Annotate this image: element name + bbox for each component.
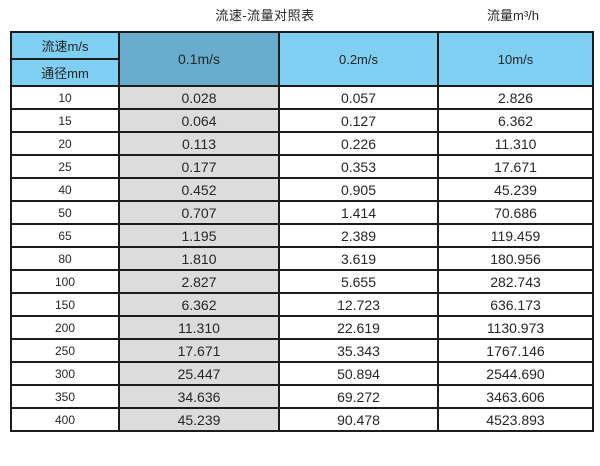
diameter-cell: 300: [10, 361, 120, 386]
column-header-0-2ms: 0.2m/s: [278, 31, 439, 87]
value-cell-0-1ms: 0.452: [118, 177, 280, 202]
table-row: 40 0.452 0.905 45.239: [10, 177, 594, 202]
value-cell-0-1ms: 6.362: [118, 292, 280, 317]
diameter-cell: 100: [10, 269, 120, 294]
column-header-0-1ms: 0.1m/s: [118, 31, 280, 87]
diameter-cell: 40: [10, 177, 120, 202]
diameter-cell: 20: [10, 131, 120, 156]
diameter-cell: 65: [10, 223, 120, 248]
value-cell-0-2ms: 1.414: [278, 200, 439, 225]
value-cell-0-2ms: 3.619: [278, 246, 439, 271]
value-cell-0-1ms: 45.239: [118, 407, 280, 432]
value-cell-0-2ms: 0.905: [278, 177, 439, 202]
value-cell-0-1ms: 0.177: [118, 154, 280, 179]
diameter-cell: 200: [10, 315, 120, 340]
table-row: 15 0.064 0.127 6.362: [10, 108, 594, 133]
table-row: 25 0.177 0.353 17.671: [10, 154, 594, 179]
value-cell-10ms: 17.671: [437, 154, 594, 179]
value-cell-0-2ms: 5.655: [278, 269, 439, 294]
value-cell-10ms: 2.826: [437, 85, 594, 110]
corner-velocity-label: 流速m/s: [10, 31, 120, 60]
diameter-cell: 400: [10, 407, 120, 432]
value-cell-0-1ms: 1.195: [118, 223, 280, 248]
value-cell-10ms: 636.173: [437, 292, 594, 317]
title-bar: 流速-流量对照表 流量m³/h: [0, 0, 600, 30]
table-row: 400 45.239 90.478 4523.893: [10, 407, 594, 432]
value-cell-0-1ms: 0.064: [118, 108, 280, 133]
diameter-cell: 350: [10, 384, 120, 409]
diameter-cell: 250: [10, 338, 120, 363]
value-cell-0-1ms: 0.113: [118, 131, 280, 156]
value-cell-10ms: 70.686: [437, 200, 594, 225]
value-cell-0-2ms: 12.723: [278, 292, 439, 317]
value-cell-0-1ms: 34.636: [118, 384, 280, 409]
value-cell-0-1ms: 17.671: [118, 338, 280, 363]
table-row: 350 34.636 69.272 3463.606: [10, 384, 594, 409]
diameter-cell: 15: [10, 108, 120, 133]
diameter-cell: 25: [10, 154, 120, 179]
value-cell-10ms: 4523.893: [437, 407, 594, 432]
value-cell-10ms: 119.459: [437, 223, 594, 248]
flow-unit-label: 流量m³/h: [487, 8, 540, 23]
value-cell-10ms: 2544.690: [437, 361, 594, 386]
header-row-bottom: 通径mm: [10, 58, 593, 87]
value-cell-10ms: 180.956: [437, 246, 594, 271]
table-title: 流速-流量对照表: [215, 8, 315, 23]
value-cell-0-2ms: 0.127: [278, 108, 439, 133]
value-cell-10ms: 45.239: [437, 177, 594, 202]
table-row: 80 1.810 3.619 180.956: [10, 246, 594, 271]
value-cell-0-1ms: 0.028: [118, 85, 280, 110]
table-row: 100 2.827 5.655 282.743: [10, 269, 594, 294]
value-cell-0-2ms: 0.057: [278, 85, 439, 110]
diameter-cell: 150: [10, 292, 120, 317]
value-cell-0-2ms: 22.619: [278, 315, 439, 340]
value-cell-0-2ms: 50.894: [278, 361, 439, 386]
table-row: 250 17.671 35.343 1767.146: [10, 338, 594, 363]
table-row: 20 0.113 0.226 11.310: [10, 131, 594, 156]
table-row: 300 25.447 50.894 2544.690: [10, 361, 594, 386]
value-cell-0-2ms: 35.343: [278, 338, 439, 363]
value-cell-0-1ms: 2.827: [118, 269, 280, 294]
value-cell-0-2ms: 2.389: [278, 223, 439, 248]
value-cell-10ms: 11.310: [437, 131, 594, 156]
value-cell-10ms: 1130.973: [437, 315, 594, 340]
header-row-top: 流速m/s 0.1m/s 0.2m/s 10m/s: [10, 31, 594, 87]
value-cell-0-2ms: 0.353: [278, 154, 439, 179]
table-row: 65 1.195 2.389 119.459: [10, 223, 594, 248]
corner-diameter-label: 通径mm: [10, 58, 120, 87]
table-row: 150 6.362 12.723 636.173: [10, 292, 594, 317]
value-cell-0-2ms: 0.226: [278, 131, 439, 156]
table-row: 200 11.310 22.619 1130.973: [10, 315, 594, 340]
value-cell-10ms: 3463.606: [437, 384, 594, 409]
table-row: 50 0.707 1.414 70.686: [10, 200, 594, 225]
diameter-cell: 10: [10, 85, 120, 110]
value-cell-0-2ms: 69.272: [278, 384, 439, 409]
value-cell-0-1ms: 25.447: [118, 361, 280, 386]
value-cell-0-1ms: 11.310: [118, 315, 280, 340]
table-body: 10 0.028 0.057 2.826 15 0.064 0.127 6.362 20 0.11…: [10, 85, 594, 432]
table-header: 流速m/s 0.1m/s 0.2m/s 10m/s 通径mm: [10, 31, 594, 87]
value-cell-10ms: 1767.146: [437, 338, 594, 363]
column-header-10ms: 10m/s: [437, 31, 594, 87]
diameter-cell: 80: [10, 246, 120, 271]
value-cell-0-2ms: 90.478: [278, 407, 439, 432]
value-cell-10ms: 6.362: [437, 108, 594, 133]
diameter-cell: 50: [10, 200, 120, 225]
value-cell-10ms: 282.743: [437, 269, 594, 294]
value-cell-0-1ms: 1.810: [118, 246, 280, 271]
table-row: 10 0.028 0.057 2.826: [10, 85, 594, 110]
value-cell-0-1ms: 0.707: [118, 200, 280, 225]
flow-rate-table: 流速m/s 0.1m/s 0.2m/s 10m/s 通径mm 10 0.028 0.…: [10, 31, 594, 432]
